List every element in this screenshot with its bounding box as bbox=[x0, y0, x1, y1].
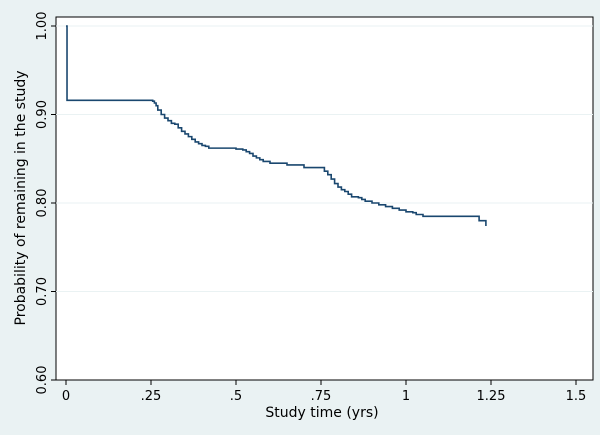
survival-curve-line bbox=[66, 25, 487, 227]
x-tick-label: 1 bbox=[402, 389, 410, 404]
series-group bbox=[66, 25, 487, 227]
x-tick-label: .75 bbox=[311, 389, 332, 404]
grid-lines bbox=[56, 25, 593, 292]
x-tick-label: .5 bbox=[230, 389, 242, 404]
x-tick-label: 1.25 bbox=[477, 389, 506, 404]
plot-area bbox=[55, 16, 594, 381]
x-tick-label: 0 bbox=[62, 389, 70, 404]
y-tick-label: 0.90 bbox=[35, 100, 50, 129]
x-axis-title: Study time (yrs) bbox=[265, 405, 378, 421]
y-tick-label: 0.70 bbox=[35, 277, 50, 306]
y-axis-title: Probability of remaining in the study bbox=[13, 70, 29, 325]
x-tick-label: .25 bbox=[141, 389, 162, 404]
y-tick-label: 0.60 bbox=[35, 366, 50, 395]
y-tick-label: 0.80 bbox=[35, 189, 50, 218]
x-tick-label: 1.5 bbox=[566, 389, 587, 404]
y-tick-label: 1.00 bbox=[35, 12, 50, 41]
x-axis-ticks: 0 .25 .5 .75 1 1.25 1.5 bbox=[62, 380, 586, 404]
y-axis-ticks: 0.60 0.70 0.80 0.90 1.00 bbox=[35, 12, 56, 395]
